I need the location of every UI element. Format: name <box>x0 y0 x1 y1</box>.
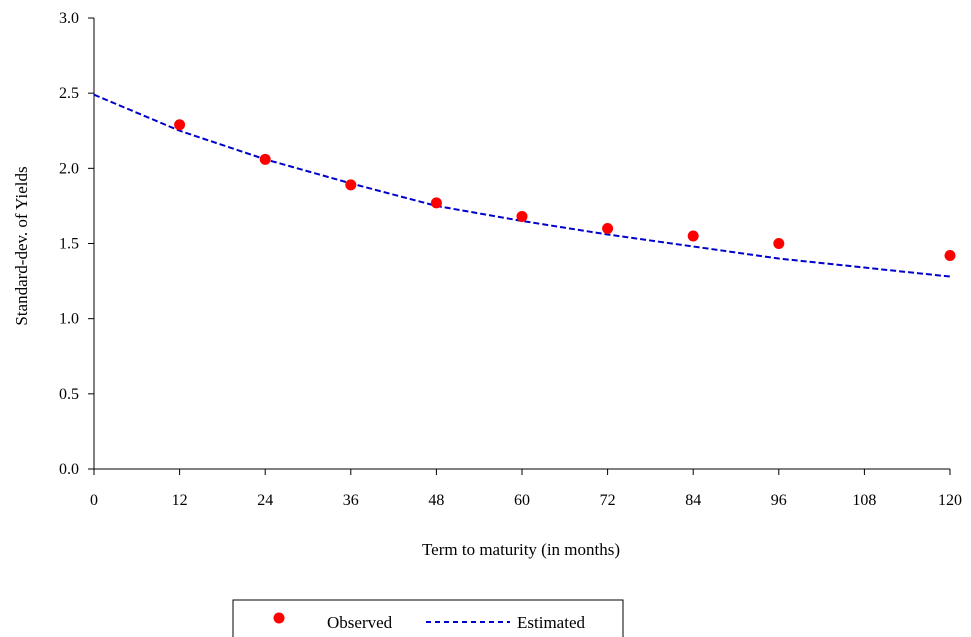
observed-point <box>602 222 614 234</box>
x-tick-label: 96 <box>771 492 787 509</box>
x-tick-label: 72 <box>600 492 616 509</box>
y-ticks: 0.0 0.5 1.0 1.5 2.0 2.5 3.0 <box>59 10 94 478</box>
legend-estimated-label: Estimated <box>517 613 585 632</box>
y-tick-label: 1.0 <box>59 311 79 328</box>
observed-point <box>430 197 442 209</box>
x-tick-label: 84 <box>685 492 701 509</box>
estimated-series-line <box>93 93 951 278</box>
x-ticks: 0 12 24 36 48 60 72 84 96 108 120 <box>90 469 962 509</box>
observed-point <box>345 179 357 191</box>
x-tick-label: 108 <box>852 492 876 509</box>
x-tick-label: 60 <box>514 492 530 509</box>
y-tick-label: 1.5 <box>59 236 79 253</box>
legend-box <box>232 599 624 637</box>
series-layer <box>93 93 956 278</box>
observed-point <box>174 119 186 131</box>
x-tick-label: 12 <box>172 492 188 509</box>
legend-observed-marker <box>273 612 285 624</box>
y-tick-label: 2.0 <box>59 160 79 177</box>
axes: 0.0 0.5 1.0 1.5 2.0 2.5 3.0 0 12 24 36 48 60 72 84 96 1… <box>59 10 962 509</box>
observed-point <box>259 153 271 165</box>
x-tick-label: 36 <box>343 492 359 509</box>
x-tick-label: 0 <box>90 492 98 509</box>
x-tick-label: 120 <box>938 492 962 509</box>
legend-observed-label: Observed <box>327 613 393 632</box>
x-tick-label: 24 <box>257 492 273 509</box>
observed-point <box>516 210 528 222</box>
y-tick-label: 2.5 <box>59 85 79 102</box>
observed-point <box>944 250 956 262</box>
y-tick-label: 0.5 <box>59 386 79 403</box>
y-tick-label: 3.0 <box>59 10 79 27</box>
x-axis-title: Term to maturity (in months) <box>422 540 620 559</box>
x-tick-label: 48 <box>428 492 444 509</box>
legend: Observed Estimated <box>232 599 624 637</box>
observed-point <box>773 238 785 249</box>
observed-point <box>687 230 699 242</box>
y-tick-label: 0.0 <box>59 461 79 478</box>
y-axis-title: Standard-dev. of Yields <box>12 166 31 325</box>
